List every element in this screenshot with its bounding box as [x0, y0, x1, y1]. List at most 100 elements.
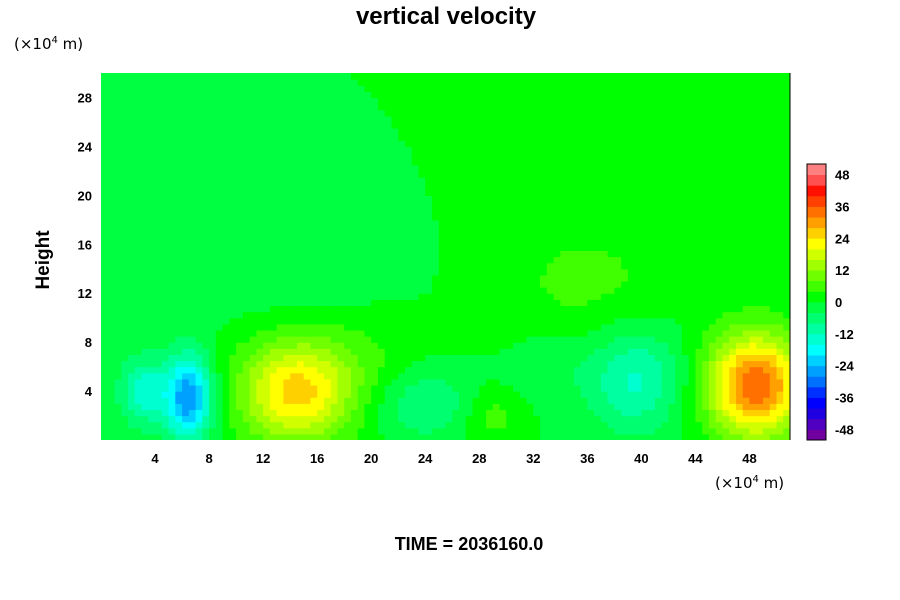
heatmap-cell	[310, 207, 318, 215]
heatmap-cell	[202, 403, 210, 411]
heatmap-cell	[195, 378, 203, 386]
heatmap-cell	[580, 354, 588, 362]
heatmap-cell	[391, 140, 399, 147]
heatmap-cell	[580, 293, 588, 300]
heatmap-cell	[283, 268, 291, 276]
heatmap-cell	[668, 403, 676, 411]
heatmap-cell	[722, 287, 730, 294]
heatmap-cell	[479, 317, 487, 325]
heatmap-cell	[756, 366, 764, 374]
heatmap-cell	[330, 250, 339, 258]
heatmap-cell	[627, 299, 636, 307]
heatmap-cell	[729, 232, 737, 239]
heatmap-cell	[371, 195, 379, 203]
heatmap-cell	[729, 207, 737, 215]
heatmap-cell	[256, 280, 264, 288]
heatmap-cell	[141, 323, 149, 331]
heatmap-cell	[769, 348, 778, 355]
heatmap-cell	[330, 207, 339, 215]
heatmap-cell	[769, 323, 778, 331]
heatmap-cell	[425, 189, 433, 196]
heatmap-cell	[580, 207, 588, 215]
heatmap-cell	[594, 280, 602, 288]
heatmap-cell	[148, 311, 156, 319]
heatmap-cell	[641, 427, 649, 435]
heatmap-cell	[560, 372, 568, 380]
heatmap-cell	[513, 299, 521, 307]
heatmap-cell	[263, 268, 271, 276]
heatmap-cell	[141, 280, 149, 288]
heatmap-cell	[540, 232, 548, 239]
heatmap-cell	[188, 336, 197, 343]
heatmap-cell	[762, 360, 771, 368]
heatmap-cell	[364, 329, 372, 337]
heatmap-cell	[661, 342, 670, 349]
heatmap-cell	[188, 232, 197, 239]
heatmap-cell	[317, 207, 325, 215]
heatmap-cell	[438, 354, 447, 362]
heatmap-cell	[641, 384, 649, 392]
heatmap-cell	[310, 427, 318, 435]
heatmap-cell	[587, 201, 595, 209]
heatmap-cell	[769, 329, 778, 337]
heatmap-cell	[209, 170, 217, 178]
heatmap-cell	[722, 256, 730, 264]
heatmap-cell	[431, 409, 440, 417]
heatmap-cell	[337, 354, 345, 362]
heatmap-cell	[391, 323, 399, 331]
heatmap-cell	[188, 384, 197, 392]
heatmap-cell	[134, 329, 143, 337]
heatmap-cell	[722, 403, 730, 411]
heatmap-cell	[121, 274, 129, 282]
heatmap-cell	[729, 250, 737, 258]
heatmap-cell	[492, 329, 501, 337]
heatmap-cell	[715, 146, 724, 154]
heatmap-cell	[459, 397, 467, 404]
heatmap-cell	[114, 232, 122, 239]
heatmap-cell	[729, 176, 737, 184]
heatmap-cell	[459, 213, 467, 221]
heatmap-cell	[702, 336, 710, 343]
heatmap-cell	[425, 348, 433, 355]
heatmap-cell	[735, 164, 744, 172]
heatmap-cell	[263, 415, 271, 423]
heatmap-cell	[715, 299, 724, 307]
heatmap-cell	[202, 238, 210, 245]
heatmap-cell	[256, 219, 264, 227]
heatmap-cell	[519, 238, 528, 245]
heatmap-cell	[627, 164, 636, 172]
heatmap-cell	[519, 409, 528, 417]
heatmap-cell	[641, 256, 649, 264]
heatmap-cell	[492, 342, 501, 349]
heatmap-cell	[634, 207, 642, 215]
heatmap-cell	[101, 305, 109, 313]
heatmap-cell	[357, 415, 366, 423]
heatmap-cell	[364, 280, 372, 288]
heatmap-cell	[155, 146, 163, 154]
heatmap-cell	[722, 262, 730, 270]
heatmap-cell	[668, 262, 676, 270]
heatmap-cell	[155, 342, 163, 349]
heatmap-cell	[546, 262, 555, 270]
heatmap-cell	[486, 433, 494, 440]
heatmap-cell	[182, 189, 190, 196]
heatmap-cell	[175, 256, 183, 264]
heatmap-cell	[229, 360, 237, 368]
heatmap-cell	[330, 225, 339, 233]
heatmap-cell	[377, 421, 386, 429]
heatmap-cell	[445, 219, 453, 227]
heatmap-cell	[587, 427, 595, 435]
heatmap-cell	[276, 238, 284, 245]
heatmap-cell	[418, 354, 426, 362]
heatmap-cell	[668, 342, 676, 349]
heatmap-cell	[526, 170, 534, 178]
heatmap-cell	[269, 342, 278, 349]
heatmap-cell	[621, 305, 629, 313]
heatmap-cell	[573, 152, 582, 160]
heatmap-cell	[762, 189, 771, 196]
heatmap-cell	[479, 262, 487, 270]
heatmap-cell	[587, 219, 595, 227]
heatmap-cell	[648, 158, 656, 166]
heatmap-cell	[128, 238, 136, 245]
heatmap-cell	[317, 311, 325, 319]
